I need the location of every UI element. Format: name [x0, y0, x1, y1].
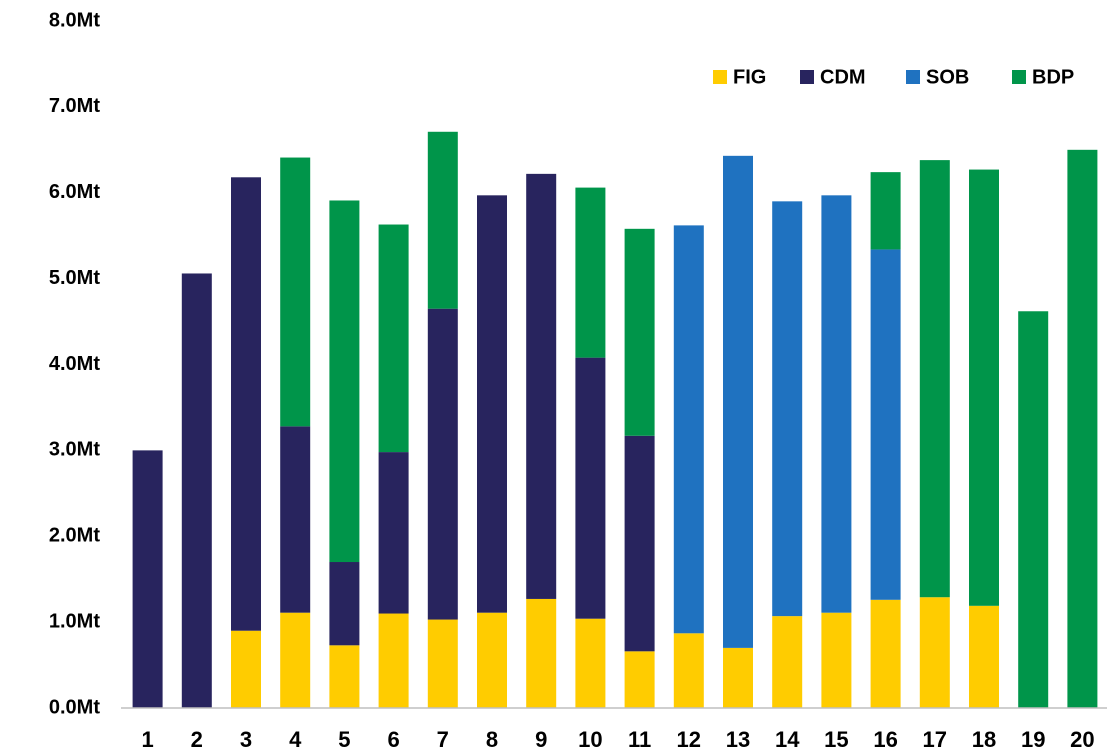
x-tick-label: 1 — [141, 727, 153, 752]
bar-segment — [231, 630, 261, 708]
x-tick-label: 17 — [923, 727, 947, 752]
bar-segment — [427, 619, 458, 708]
bar-segment — [919, 597, 950, 708]
bar-segment — [821, 612, 852, 708]
bar-segment — [575, 618, 606, 708]
x-tick-label: 20 — [1070, 727, 1094, 752]
x-tick-label: 19 — [1021, 727, 1045, 752]
y-tick-label: 1.0Mt — [49, 610, 100, 632]
legend-label: SOB — [926, 66, 969, 88]
x-tick-label: 13 — [726, 727, 750, 752]
bar-segment — [870, 172, 901, 250]
x-tick-label: 11 — [628, 727, 651, 752]
x-tick-label: 12 — [677, 727, 701, 752]
bar-segment — [231, 177, 261, 631]
x-tick-label: 18 — [972, 727, 996, 752]
x-tick-label: 15 — [824, 727, 848, 752]
bar-segment — [329, 562, 360, 646]
bar-segment — [1067, 149, 1098, 708]
legend-label: BDP — [1032, 66, 1074, 88]
x-tick-label: 14 — [775, 727, 800, 752]
bar-segment — [378, 224, 409, 453]
bar-segment — [329, 200, 360, 563]
bar-segment — [526, 173, 557, 599]
x-tick-label: 2 — [191, 727, 203, 752]
x-tick-label: 10 — [578, 727, 602, 752]
bar-segment — [575, 187, 606, 358]
bar-segment — [772, 201, 803, 617]
bar-segment — [870, 599, 901, 708]
x-tick-label: 9 — [535, 727, 547, 752]
bar-segment — [624, 228, 655, 436]
legend-swatch — [906, 70, 920, 84]
bar-segment — [624, 651, 655, 708]
bar-segment — [280, 157, 311, 427]
bar-segment — [673, 225, 704, 634]
x-tick-label: 16 — [873, 727, 897, 752]
bar-segment — [378, 452, 409, 614]
bar-segment — [526, 598, 557, 708]
legend-label: CDM — [820, 66, 866, 88]
bar-segment — [280, 612, 311, 708]
bar-segment — [870, 249, 901, 600]
x-tick-label: 8 — [486, 727, 498, 752]
x-tick-label: 5 — [338, 727, 350, 752]
bar-segment — [969, 169, 999, 606]
y-tick-label: 0.0Mt — [49, 696, 100, 718]
bar-segment — [181, 273, 212, 708]
y-tick-label: 4.0Mt — [49, 353, 100, 375]
x-tick-label: 7 — [437, 727, 449, 752]
bar-segment — [378, 613, 409, 708]
bar-segment — [427, 131, 458, 309]
y-tick-label: 3.0Mt — [49, 439, 100, 461]
bar-segment — [575, 357, 606, 619]
y-tick-label: 7.0Mt — [49, 95, 100, 117]
x-tick-label: 4 — [289, 727, 302, 752]
bar-segment — [919, 160, 950, 598]
bar-segment — [673, 633, 704, 708]
y-tick-label: 6.0Mt — [49, 181, 100, 203]
bar-segment — [969, 605, 999, 708]
x-tick-label: 6 — [387, 727, 399, 752]
bar-segment — [1018, 311, 1049, 708]
bar-segment — [477, 612, 507, 708]
legend-label: FIG — [733, 66, 766, 88]
legend-swatch — [713, 70, 727, 84]
bar-segment — [723, 155, 753, 648]
y-tick-label: 5.0Mt — [49, 267, 100, 289]
bar-segment — [624, 435, 655, 652]
bar-segment — [821, 195, 852, 613]
x-tick-label: 3 — [240, 727, 252, 752]
bar-segment — [772, 616, 803, 708]
bar-segment — [329, 645, 360, 708]
bar-segment — [427, 308, 458, 620]
legend-swatch — [800, 70, 814, 84]
bar-segment — [723, 647, 753, 708]
y-tick-label: 2.0Mt — [49, 525, 100, 547]
bar-segment — [477, 195, 507, 613]
bar-segment — [280, 426, 311, 613]
bar-segment — [132, 450, 163, 708]
legend-swatch — [1012, 70, 1026, 84]
y-tick-label: 8.0Mt — [49, 9, 100, 31]
